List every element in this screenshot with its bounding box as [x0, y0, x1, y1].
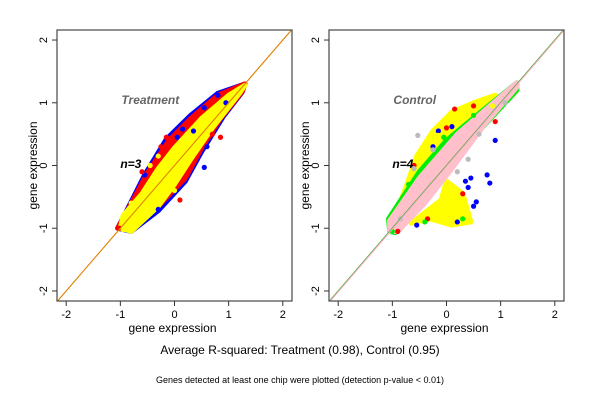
y-tick-label: -1	[310, 223, 322, 233]
footnote: Genes detected at least one chip were pl…	[156, 375, 444, 385]
data-point	[414, 222, 420, 228]
data-point	[171, 187, 178, 194]
y-tick-label: 1	[310, 100, 322, 106]
x-tick-label: -1	[387, 309, 397, 321]
data-point	[147, 162, 153, 169]
y-tick-label: 0	[38, 162, 50, 168]
data-point	[468, 175, 474, 181]
y-tick-label: -2	[38, 286, 50, 296]
data-point	[441, 134, 447, 140]
data-point	[470, 112, 477, 118]
data-point	[174, 134, 180, 140]
y-axis-label: gene expression	[26, 121, 40, 209]
data-point	[489, 103, 496, 109]
data-point	[452, 106, 458, 112]
reference-line	[329, 30, 564, 301]
data-point	[470, 203, 477, 209]
data-point	[196, 109, 202, 115]
data-point	[487, 180, 493, 186]
data-point	[476, 131, 482, 137]
x-axis-label: gene expression	[400, 321, 488, 335]
data-point	[201, 164, 207, 170]
data-point	[201, 105, 207, 111]
data-point	[465, 184, 471, 191]
data-point	[462, 178, 469, 184]
y-tick-label: 0	[310, 162, 322, 168]
x-axis-label: gene expression	[128, 321, 216, 335]
sample-count: n=3	[120, 157, 141, 171]
x-tick-label: 1	[498, 309, 504, 321]
x-tick-label: 0	[443, 309, 449, 321]
y-tick-label: 2	[310, 37, 322, 43]
data-point	[460, 191, 466, 197]
data-point	[411, 166, 417, 172]
panel-title: Control	[393, 93, 436, 107]
data-point	[215, 92, 221, 98]
data-point	[484, 172, 490, 178]
x-tick-label: 1	[226, 309, 232, 321]
data-point	[405, 181, 412, 187]
data-point	[395, 228, 401, 234]
x-tick-label: -2	[61, 309, 71, 321]
data-point	[158, 144, 164, 150]
data-point	[128, 200, 134, 206]
data-point	[180, 126, 186, 132]
data-point	[435, 128, 441, 134]
data-point	[204, 144, 210, 150]
point-cloud	[117, 82, 248, 234]
data-point	[454, 219, 460, 225]
data-point	[430, 147, 436, 153]
data-point	[449, 124, 455, 130]
panel-title: Treatment	[121, 93, 180, 107]
data-point	[190, 128, 197, 134]
data-point	[139, 169, 145, 175]
data-point	[443, 125, 450, 131]
data-point	[452, 111, 458, 117]
x-tick-label: 0	[171, 309, 177, 321]
x-tick-label: -1	[115, 309, 125, 321]
data-point	[177, 197, 183, 203]
data-point	[155, 206, 161, 213]
data-point	[422, 219, 428, 225]
data-point	[155, 153, 161, 159]
data-point	[492, 137, 498, 144]
y-tick-label: -2	[310, 286, 322, 296]
point-cloud	[408, 178, 474, 228]
data-point	[435, 132, 441, 138]
caption: Average R-squared: Treatment (0.98), Con…	[160, 343, 440, 357]
data-point	[163, 134, 169, 140]
y-tick-label: 2	[38, 37, 50, 43]
data-point	[209, 131, 216, 137]
data-point	[473, 199, 479, 205]
x-tick-label: 2	[552, 309, 558, 321]
data-point	[454, 169, 460, 175]
data-point	[502, 100, 508, 106]
data-point	[460, 216, 466, 222]
data-point	[217, 134, 224, 140]
x-tick-label: -2	[333, 309, 343, 321]
data-point	[465, 156, 471, 162]
y-axis-label: gene expression	[298, 121, 312, 209]
data-point	[470, 103, 477, 109]
sample-count: n=4	[392, 157, 413, 171]
reference-line	[57, 30, 292, 301]
reference-line	[329, 30, 565, 301]
data-point	[492, 118, 498, 125]
y-tick-label: -1	[38, 223, 50, 233]
y-tick-label: 1	[38, 100, 50, 106]
data-point	[415, 132, 421, 138]
x-tick-label: 2	[280, 309, 286, 321]
data-point	[120, 226, 126, 233]
